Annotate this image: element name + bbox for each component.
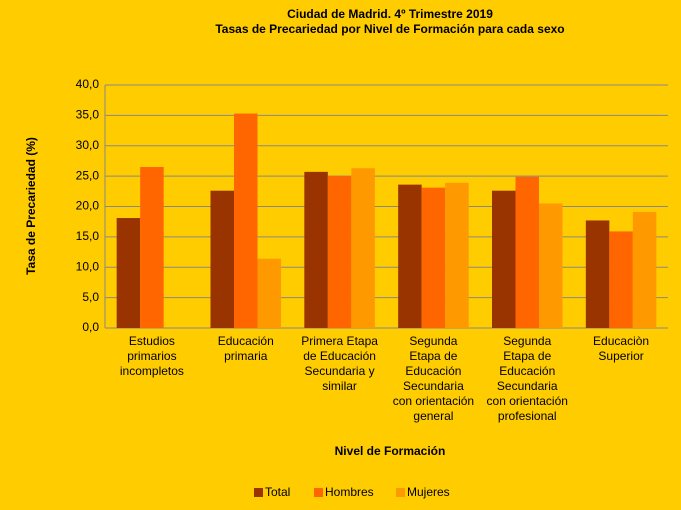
y-tick-label: 35,0 <box>76 108 100 122</box>
bar <box>515 176 539 328</box>
y-tick-label: 5,0 <box>82 290 99 304</box>
y-tick-label: 25,0 <box>76 168 100 182</box>
bar <box>351 168 375 328</box>
bar <box>257 258 281 328</box>
bar <box>398 184 422 328</box>
legend-label: Mujeres <box>407 485 450 499</box>
bar <box>609 231 633 328</box>
x-tick-label: Segunda Etapa de Educación Secundaria co… <box>392 334 475 423</box>
bar <box>116 218 141 328</box>
chart-subtitle: Tasas de Precariedad por Nivel de Formac… <box>215 22 564 36</box>
x-tick-label: Primera Etapa de Educación Secundaria y … <box>301 334 378 393</box>
y-tick-label: 0,0 <box>82 320 99 334</box>
bar <box>234 113 258 329</box>
x-axis-label: Nivel de Formación <box>335 444 446 458</box>
bar <box>327 176 352 328</box>
legend-swatch <box>254 488 263 497</box>
legend-label: Hombres <box>325 485 374 499</box>
bar <box>210 190 234 328</box>
y-tick-label: 40,0 <box>76 77 100 91</box>
y-tick-label: 15,0 <box>76 229 100 243</box>
legend-swatch <box>314 488 323 497</box>
bar <box>445 182 469 328</box>
y-tick-label: 30,0 <box>76 138 100 152</box>
legend-swatch <box>396 488 405 497</box>
bar <box>585 220 610 328</box>
bar <box>140 167 164 328</box>
x-tick-label: Educación primaria <box>217 334 274 363</box>
x-tick-label: Estudios primarios incompletos <box>119 334 184 378</box>
x-tick-label: Educaciòn Superior <box>593 334 650 363</box>
chart-title: Ciudad de Madrid. 4º Trimestre 2019 <box>287 7 493 21</box>
bar <box>539 203 563 328</box>
bar <box>632 211 657 328</box>
bar <box>492 190 516 328</box>
y-axis-label: Tasa de Precariedad (%) <box>24 137 38 275</box>
bar <box>421 187 446 328</box>
legend-label: Total <box>265 485 290 499</box>
bar <box>304 171 328 328</box>
x-tick-label: Segunda Etapa de Educación Secundaria co… <box>486 334 568 423</box>
y-tick-label: 10,0 <box>76 259 100 273</box>
y-tick-label: 20,0 <box>76 199 100 213</box>
